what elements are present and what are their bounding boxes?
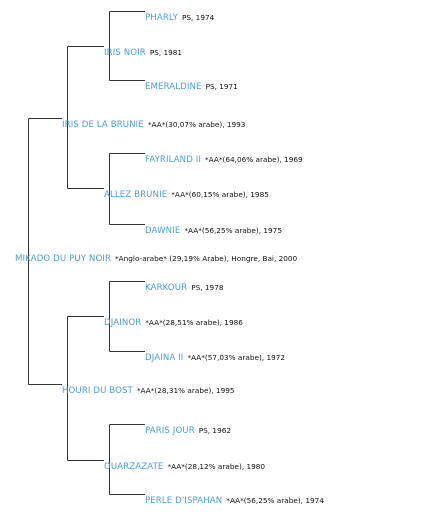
horse-detail: *AA*(57,03% arabe), 1972: [187, 353, 286, 362]
horse-name[interactable]: DAWNIE: [145, 226, 181, 236]
horse-detail: PS, 1962: [198, 426, 232, 435]
horse-detail: *AA*(28,12% arabe), 1980: [167, 462, 266, 471]
horse-ddd: PERLE D'ISPAHAN *AA*(56,25% arabe), 1974: [145, 490, 324, 506]
horse-ssd: EMERALDINE PS, 1971: [145, 76, 238, 92]
horse-detail: PS, 1981: [149, 48, 183, 57]
horse-sire: IRIS DE LA BRUNIE *AA*(30,07% arabe), 199…: [62, 114, 245, 130]
horse-detail: *Anglo-arabe* (29,19% Arabe), Hongre, Ba…: [115, 254, 298, 263]
horse-dsd: DJAINA II *AA*(57,03% arabe), 1972: [145, 347, 285, 363]
horse-detail: *AA*(60,15% arabe), 1985: [171, 190, 269, 199]
horse-name[interactable]: IRIS NOIR: [104, 48, 146, 58]
horse-detail: *AA*(56,25% arabe), 1974: [226, 496, 324, 505]
horse-name[interactable]: KARKOUR: [145, 283, 188, 293]
horse-sdd: DAWNIE *AA*(56,25% arabe), 1975: [145, 220, 282, 236]
horse-dam: HOURI DU BOST *AA*(28,31% arabe), 1995: [62, 380, 235, 396]
horse-dss: KARKOUR PS, 1978: [145, 277, 223, 293]
connector-iris-noir-parents: [109, 11, 145, 81]
horse-dds: PARIS JOUR PS, 1962: [145, 420, 231, 436]
connector-allez-brunie-parents: [109, 153, 145, 225]
horse-sss: PHARLY PS, 1974: [145, 7, 214, 23]
horse-detail: PS, 1974: [182, 13, 215, 22]
horse-detail: *AA*(64,06% arabe), 1969: [205, 155, 303, 164]
horse-name[interactable]: OUARZAZATE: [104, 462, 164, 472]
horse-name[interactable]: ALLEZ BRUNIE: [104, 190, 168, 200]
horse-name[interactable]: PERLE D'ISPAHAN: [145, 496, 223, 506]
horse-sire-sire: IRIS NOIR PS, 1981: [104, 42, 182, 58]
horse-sire-dam: ALLEZ BRUNIE *AA*(60,15% arabe), 1985: [104, 184, 269, 200]
horse-detail: *AA*(30,07% arabe), 1993: [147, 120, 246, 129]
horse-sds: FAYRILAND II *AA*(64,06% arabe), 1969: [145, 149, 303, 165]
horse-detail: PS, 1978: [191, 283, 224, 292]
connector-dam-parents: [67, 316, 104, 461]
connector-sire-parents: [67, 46, 104, 189]
horse-detail: *AA*(28,31% arabe), 1995: [136, 386, 235, 395]
horse-name[interactable]: MIKADO DU PUY NOIR: [15, 254, 112, 264]
horse-detail: *AA*(28,51% arabe), 1986: [145, 318, 243, 327]
horse-name[interactable]: IRIS DE LA BRUNIE: [62, 120, 144, 130]
horse-detail: *AA*(56,25% arabe), 1975: [184, 226, 282, 235]
horse-dam-sire: DJAINOR *AA*(28,51% arabe), 1986: [104, 312, 243, 328]
horse-detail: PS, 1971: [205, 82, 238, 91]
horse-name[interactable]: DJAINOR: [104, 318, 142, 328]
horse-name[interactable]: DJAINA II: [145, 353, 184, 363]
connector-djainor-parents: [109, 281, 145, 352]
horse-name[interactable]: PARIS JOUR: [145, 426, 195, 436]
horse-dam-dam: OUARZAZATE *AA*(28,12% arabe), 1980: [104, 456, 265, 472]
horse-subject: MIKADO DU PUY NOIR *Anglo-arabe* (29,19% …: [15, 248, 297, 264]
horse-name[interactable]: EMERALDINE: [145, 82, 202, 92]
horse-name[interactable]: HOURI DU BOST: [62, 386, 133, 396]
connector-subject-parents: [28, 118, 62, 385]
horse-name[interactable]: FAYRILAND II: [145, 155, 202, 165]
connector-ouarzazate-parents: [109, 424, 145, 495]
horse-name[interactable]: PHARLY: [145, 13, 178, 23]
